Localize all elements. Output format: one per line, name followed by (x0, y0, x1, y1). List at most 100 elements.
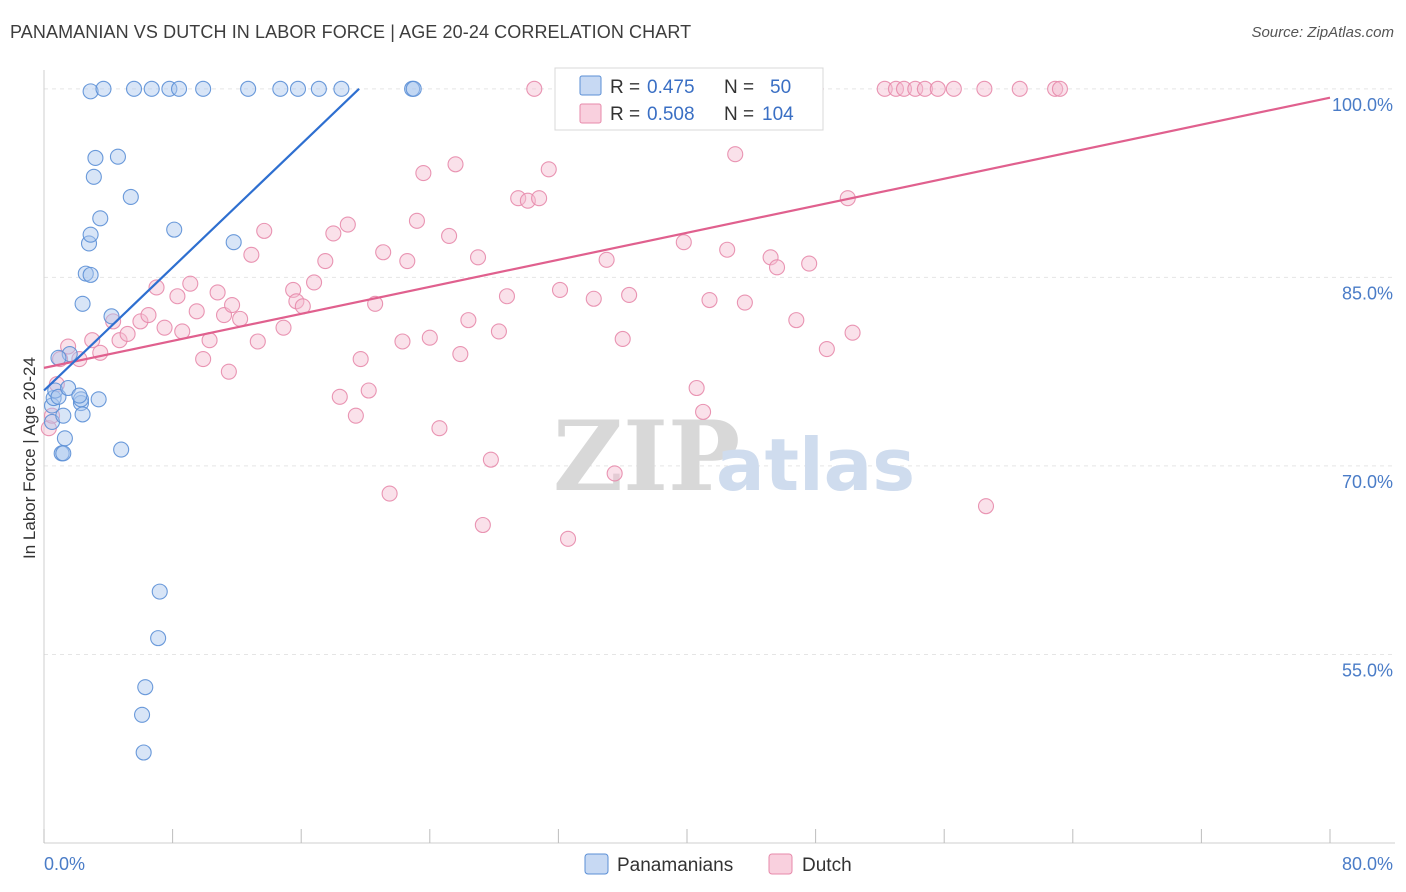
dutch-point (243, 246, 260, 263)
panamanian-point (56, 430, 73, 447)
x-tick-label-min: 0.0% (44, 854, 85, 874)
dutch-point (256, 222, 273, 239)
panamanian-point (122, 188, 139, 205)
bottom-legend-panamanians: Panamanians (617, 855, 733, 876)
dutch-point (526, 80, 543, 97)
dutch-point (421, 329, 438, 346)
panamanian-point (74, 295, 91, 312)
panamanian-point (71, 387, 88, 404)
dutch-point (1047, 80, 1064, 97)
dutch-point (540, 161, 557, 178)
panamanian-point (151, 583, 168, 600)
dutch-point (415, 165, 432, 182)
dutch-trend-line (43, 96, 1331, 369)
legend-r-label: R = (610, 77, 640, 98)
panamanian-point (55, 407, 72, 424)
panamanian-point (109, 148, 126, 165)
dutch-point (762, 249, 779, 266)
y-axis-label: In Labor Force | Age 20-24 (20, 357, 39, 559)
panamanian-point (60, 379, 77, 397)
dutch-point (895, 80, 913, 97)
dutch-point (360, 382, 377, 399)
dutch-point (531, 190, 548, 207)
dutch-point (452, 346, 469, 363)
dutch-point (209, 284, 226, 301)
dutch-point (614, 330, 631, 348)
chart-title: PANAMANIAN VS DUTCH IN LABOR FORCE | AGE… (10, 22, 692, 42)
dutch-point (688, 379, 705, 397)
watermark-atlas: atlas (716, 423, 915, 507)
dutch-point (801, 255, 818, 272)
panamanian-point (166, 221, 183, 238)
dutch-point (490, 323, 507, 340)
panamanian-point (103, 308, 120, 325)
panamanian-point (82, 266, 99, 283)
dutch-point (408, 212, 425, 229)
dutch-point (140, 307, 157, 324)
dutch-point (695, 403, 712, 420)
dutch-point (249, 333, 266, 350)
dutch-point (788, 312, 805, 329)
bottom-legend-dutch: Dutch (802, 855, 852, 876)
legend-swatch-dutch (579, 103, 602, 124)
panamanian-point (143, 80, 160, 97)
source-label: Source: ZipAtlas.com (1251, 24, 1394, 41)
x-tick-label-max: 80.0% (1342, 854, 1393, 874)
dutch-point (317, 253, 334, 270)
panamanian-point (82, 83, 99, 100)
dutch-point (195, 351, 212, 368)
dutch-point (347, 407, 364, 424)
panamanian-point (90, 391, 107, 408)
panamanian-point (125, 80, 143, 97)
panamanian-point (55, 445, 72, 462)
panamanian-point (405, 80, 422, 97)
legend-r-value: 0.475 (647, 77, 695, 98)
dutch-point (431, 420, 448, 437)
watermark: ZIP atlas (553, 400, 915, 513)
panamanian-point (289, 80, 307, 97)
dutch-point (381, 485, 398, 502)
panamanian-point (333, 80, 350, 97)
dutch-point (399, 253, 416, 270)
dutch-point (119, 325, 136, 343)
dutch-point (232, 310, 249, 327)
y-tick-label: 100.0% (1332, 95, 1393, 115)
dutch-point (288, 293, 305, 310)
dutch-point (224, 296, 241, 314)
panamanian-point (137, 679, 154, 696)
dutch-point (701, 291, 718, 309)
dutch-point (945, 80, 962, 97)
dutch-point (275, 319, 292, 336)
dutch-point (182, 275, 199, 292)
dutch-point (339, 216, 356, 233)
legend-swatch-panamanians (579, 75, 602, 96)
panamanian-point (240, 80, 257, 97)
panamanian-point (225, 234, 242, 251)
trend-lines (43, 88, 1331, 392)
dutch-point (148, 279, 165, 296)
dutch-point (818, 340, 835, 358)
legend-r-label: R = (610, 104, 640, 125)
panamanian-point (85, 168, 102, 185)
panamanian-point (272, 80, 289, 97)
watermark-zip: ZIP (553, 400, 740, 513)
panamanian-point (150, 630, 167, 647)
bottom-legend-swatch-dutch (768, 853, 793, 875)
legend-n-value: 104 (762, 104, 794, 125)
bottom-legend-swatch-panamanians (584, 853, 609, 875)
dutch-point (132, 313, 149, 330)
dutch-point (331, 388, 348, 405)
dutch-point (727, 146, 744, 163)
legend-n-label: N = (724, 104, 754, 125)
dutch-point (929, 80, 946, 97)
dutch-point (585, 290, 602, 307)
dutch-point (306, 274, 323, 291)
correlation-legend: R = 0.475 N = 50 R = 0.508 N = 104 (554, 67, 824, 131)
dutch-point (1051, 80, 1068, 97)
dutch-point (441, 227, 458, 244)
panamanian-point (74, 406, 91, 423)
series-legend: Panamanians Dutch (584, 853, 852, 876)
dutch-point (469, 249, 487, 266)
dutch-point (876, 80, 893, 97)
